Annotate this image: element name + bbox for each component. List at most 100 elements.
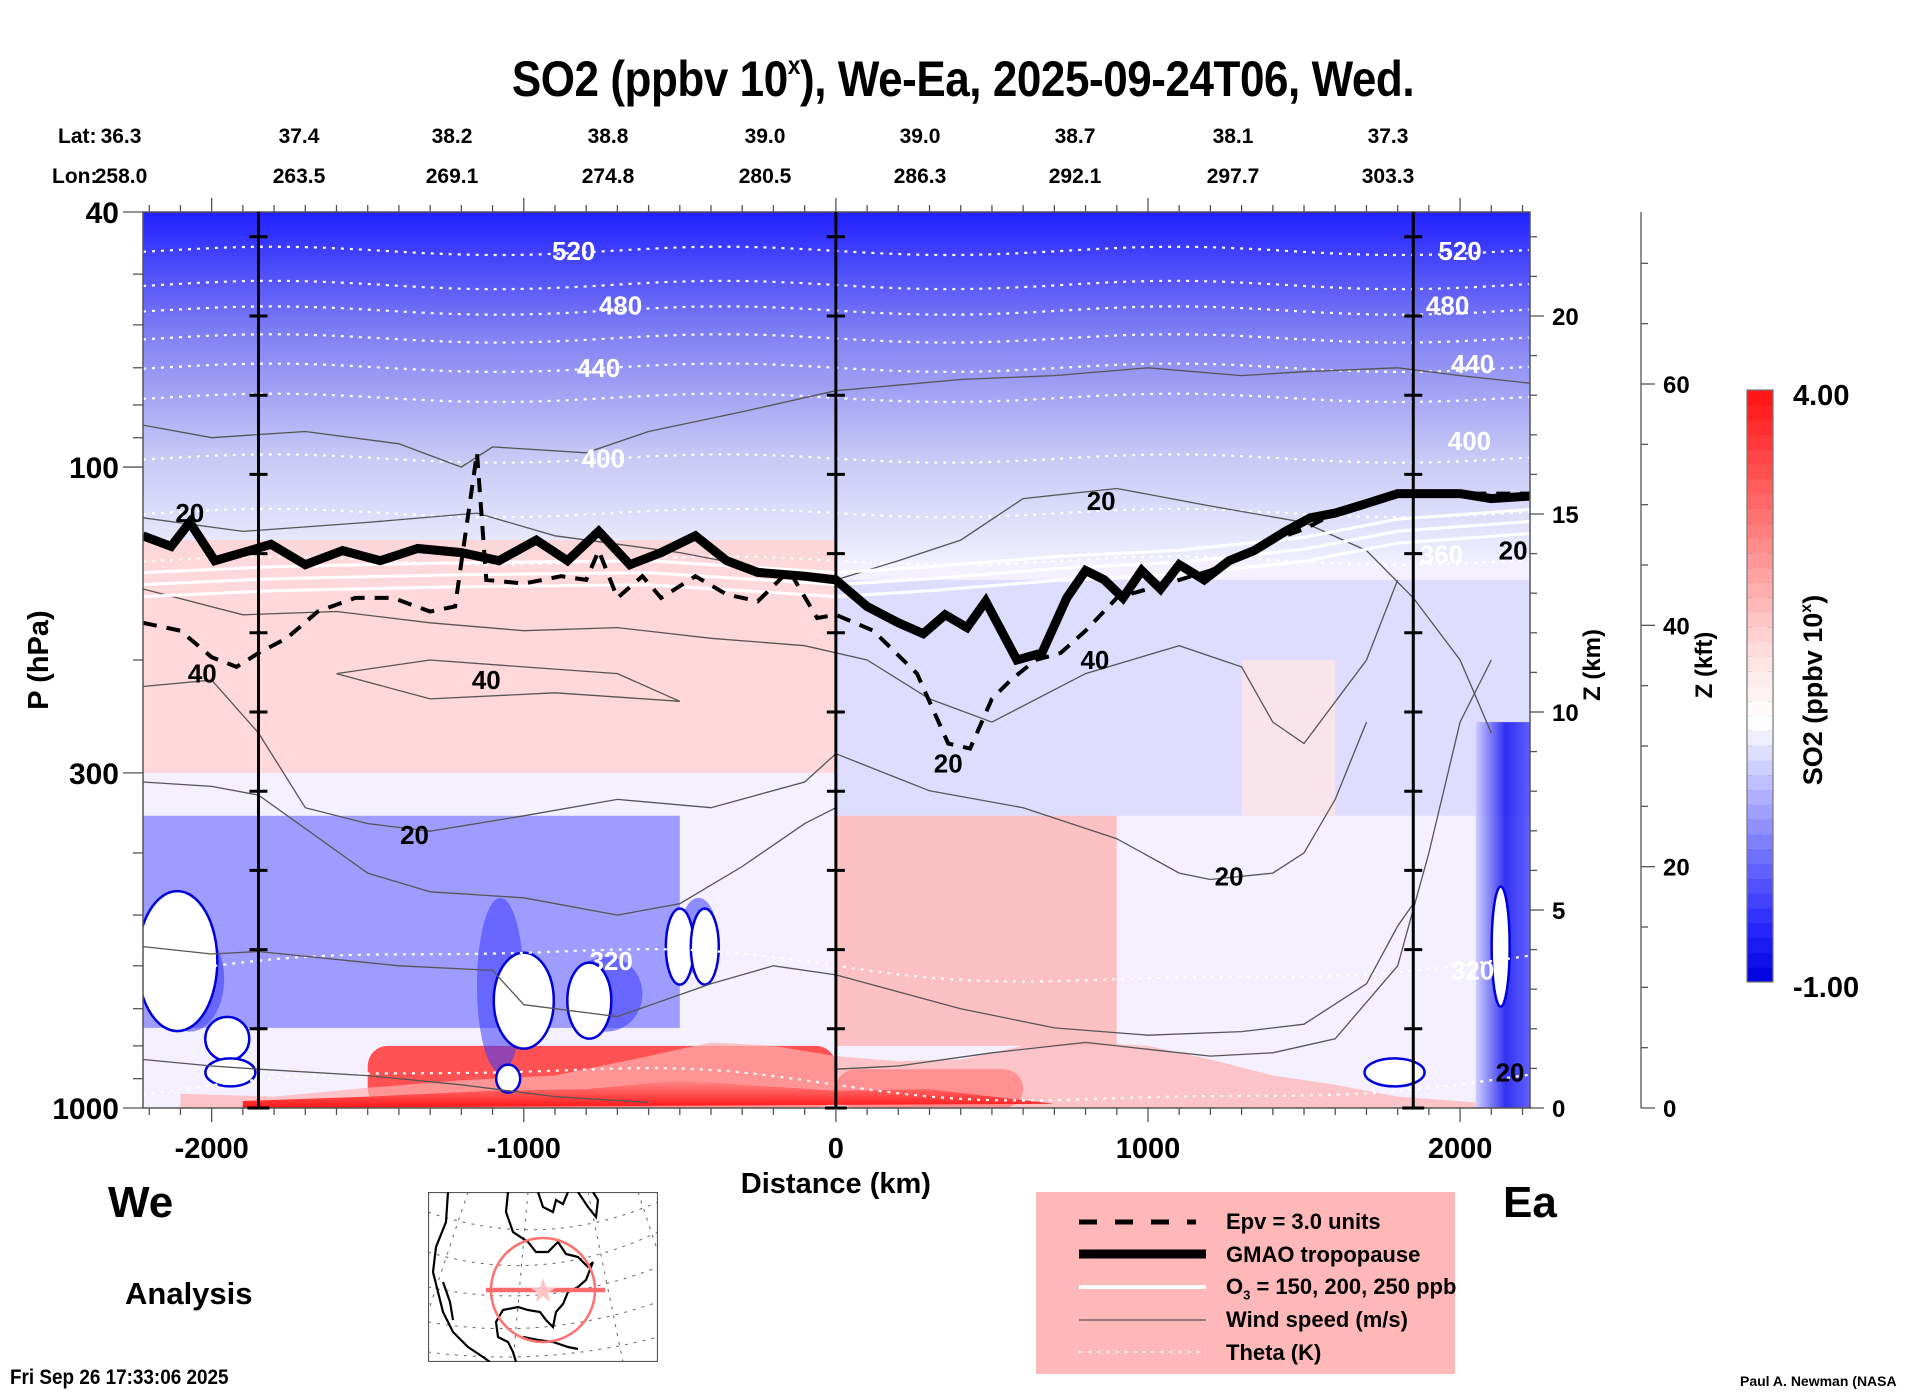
colorbar-segment: [1747, 508, 1773, 524]
lon-value: 258.0: [94, 165, 148, 188]
colorbar-segment: [1747, 878, 1773, 894]
colorbar-segment: [1747, 863, 1773, 879]
colorbar-segment: [1747, 730, 1773, 746]
timestamp: Fri Sep 26 17:33:06 2025: [10, 1366, 229, 1389]
wind-speed-label: 40: [472, 665, 501, 695]
map-frame: [428, 1192, 658, 1362]
map-graticule: [428, 1192, 658, 1362]
colorbar-segment: [1747, 612, 1773, 628]
colorbar-segment: [1747, 523, 1773, 539]
colorbar-max-label: 4.00: [1793, 380, 1849, 412]
colorbar-segment: [1747, 419, 1773, 435]
wind-speed-label: 40: [1080, 645, 1109, 675]
tropopause-line: [143, 489, 1530, 666]
wind-speed-contour: [336, 659, 681, 702]
wind-speed-label: 40: [188, 659, 217, 689]
map-center-star-icon: [531, 1278, 555, 1302]
o3-contour: [143, 532, 1530, 599]
colorbar-segment: [1747, 390, 1773, 406]
lon-value: 286.3: [893, 165, 947, 188]
legend-label-epv: Epv = 3.0 units: [1226, 1209, 1381, 1234]
legend-label-o3: O3 = 150, 200, 250 ppb: [1226, 1274, 1457, 1303]
colorbar-segment: [1747, 700, 1773, 717]
theta-label: 480: [1426, 291, 1469, 321]
colorbar-segment: [1747, 745, 1773, 761]
wind-speed-contour: [143, 679, 1368, 881]
wind-speed-contour: [143, 579, 1399, 745]
lon-label: Lon:: [52, 165, 98, 188]
theta-label: 480: [599, 291, 642, 321]
theta-label: 440: [1451, 349, 1494, 379]
theta-label: 400: [582, 444, 625, 474]
lat-value: 36.3: [100, 125, 142, 148]
field-saturated-patch: [204, 1057, 257, 1088]
x-tick-label: -1000: [487, 1133, 561, 1165]
colorbar-label: SO2 (ppbv 10x): [1798, 595, 1828, 785]
wind-speed-contour: [143, 367, 1530, 468]
x-tick-label: 0: [828, 1133, 844, 1165]
wind-speed-contour: [143, 781, 837, 916]
colorbar-segment: [1747, 493, 1773, 509]
lon-value: 274.8: [581, 165, 635, 188]
colorbar-segment: [1747, 686, 1773, 702]
colorbar-segment: [1747, 671, 1773, 687]
theta-label: 520: [552, 236, 595, 266]
y-tick-label: 100: [69, 452, 119, 485]
colorbar-segment: [1747, 567, 1773, 583]
y-tick-label: 300: [69, 758, 119, 791]
zkft-tick-label: 60: [1663, 372, 1690, 399]
colorbar-segment: [1747, 552, 1773, 569]
analysis-label: Analysis: [125, 1276, 253, 1311]
lon-value: 303.3: [1361, 165, 1415, 188]
zkft-tick-label: 40: [1663, 613, 1690, 640]
colorbar-segment: [1747, 937, 1773, 953]
colorbar-segment: [1747, 449, 1773, 465]
lat-value: 39.0: [744, 125, 786, 148]
y-axis-label: P (hPa): [23, 610, 55, 709]
field-saturated-patch: [492, 951, 556, 1050]
so2-field: [143, 212, 1530, 1108]
wind-speed-label: 20: [1496, 1057, 1525, 1087]
lon-value: 280.5: [738, 165, 792, 188]
lat-row: 36.3 37.4 38.2 38.8 39.0 39.0 38.7 38.1 37.3: [0, 125, 1926, 151]
lon-value: 263.5: [272, 165, 326, 188]
field-region-mid-trop-center: [835, 815, 1117, 1046]
colorbar-segment: [1747, 848, 1773, 865]
x-tick-label: 2000: [1428, 1133, 1493, 1165]
theta-label: 440: [577, 353, 620, 383]
legend-label-theta: Theta (K): [1226, 1340, 1322, 1365]
colorbar-segment: [1747, 893, 1773, 909]
colorbar-segment: [1747, 819, 1773, 835]
x-tick-label: 1000: [1116, 1133, 1181, 1165]
chart-title: SO2 (ppbv 10x), We-Ea, 2025-09-24T06, We…: [511, 50, 1415, 107]
wind-speed-label: 20: [175, 498, 204, 528]
zkm-tick-label: 20: [1552, 304, 1579, 331]
lon-row: 258.0 263.5 269.1 274.8 280.5 286.3 292.1 297.7…: [0, 165, 1926, 191]
colorbar-segment: [1747, 582, 1773, 598]
colorbar-segment: [1747, 626, 1773, 643]
lat-value: 38.7: [1054, 125, 1096, 148]
zkm-tick-label: 0: [1552, 1096, 1565, 1123]
zkm-tick-label: 5: [1552, 898, 1565, 925]
field-saturated-patch: [143, 889, 219, 1033]
zkft-tick-label: 20: [1663, 855, 1690, 882]
colorbar-segment: [1747, 952, 1773, 968]
wind-speed-contour: [835, 659, 1492, 1070]
theta-label: 320: [1451, 955, 1494, 985]
y-tick-label: 40: [86, 197, 119, 230]
field-saturated-patch: [204, 1015, 251, 1063]
colorbar-segment: [1747, 641, 1773, 657]
o3-contour: [143, 520, 1530, 587]
lat-label: Lat:: [58, 125, 97, 148]
legend: Epv = 3.0 units GMAO tropopause O3 = 150…: [1036, 1192, 1457, 1374]
zkft-axis-label: Z (kft): [1691, 632, 1718, 699]
lon-value: 292.1: [1048, 165, 1102, 188]
colorbar-segment: [1747, 464, 1773, 480]
epv-contour: [143, 452, 1530, 751]
y-tick-label: 1000: [52, 1093, 119, 1126]
zkm-tick-label: 15: [1552, 502, 1579, 529]
colorbar-frame: [1746, 389, 1774, 983]
field-saturated-patch: [1490, 885, 1511, 1008]
zkm-tick-label: 10: [1552, 700, 1579, 727]
